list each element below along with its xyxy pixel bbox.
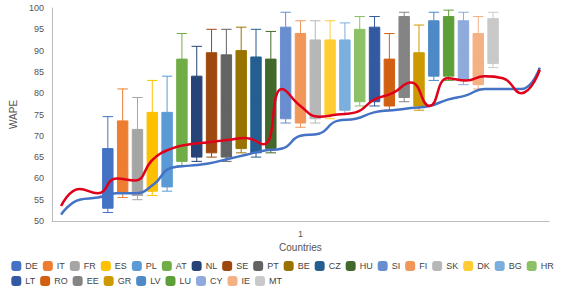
svg-text:85: 85 (34, 67, 44, 77)
svg-text:SK: SK (446, 261, 458, 271)
svg-text:FI: FI (419, 261, 427, 271)
svg-text:HR: HR (541, 261, 554, 271)
svg-text:PL: PL (146, 261, 157, 271)
svg-text:FR: FR (84, 261, 96, 271)
svg-text:Countries: Countries (279, 242, 322, 253)
svg-text:55: 55 (34, 195, 44, 205)
svg-text:SE: SE (236, 261, 248, 271)
svg-text:IE: IE (242, 276, 251, 286)
svg-text:AT: AT (176, 261, 187, 271)
svg-text:LU: LU (179, 276, 191, 286)
svg-text:50: 50 (34, 216, 44, 226)
svg-text:1: 1 (298, 229, 303, 239)
svg-text:GR: GR (118, 276, 132, 286)
svg-text:CY: CY (210, 276, 223, 286)
svg-text:PT: PT (267, 261, 279, 271)
svg-text:IT: IT (57, 261, 66, 271)
svg-text:95: 95 (34, 24, 44, 34)
svg-text:NL: NL (206, 261, 218, 271)
svg-text:CZ: CZ (329, 261, 341, 271)
svg-text:BG: BG (509, 261, 522, 271)
svg-text:75: 75 (34, 110, 44, 120)
svg-text:90: 90 (34, 46, 44, 56)
svg-text:LT: LT (25, 276, 35, 286)
svg-text:RO: RO (54, 276, 68, 286)
svg-text:60: 60 (34, 173, 44, 183)
svg-text:80: 80 (34, 88, 44, 98)
svg-text:BE: BE (298, 261, 310, 271)
svg-text:EE: EE (87, 276, 99, 286)
svg-text:DK: DK (477, 261, 490, 271)
svg-text:70: 70 (34, 131, 44, 141)
svg-text:DE: DE (25, 261, 38, 271)
svg-text:ES: ES (115, 261, 127, 271)
svg-text:WAPE: WAPE (8, 100, 19, 129)
svg-text:65: 65 (34, 152, 44, 162)
svg-text:100: 100 (29, 3, 44, 13)
svg-text:HU: HU (360, 261, 373, 271)
svg-text:LV: LV (150, 276, 160, 286)
svg-text:MT: MT (269, 276, 282, 286)
svg-text:SI: SI (392, 261, 401, 271)
